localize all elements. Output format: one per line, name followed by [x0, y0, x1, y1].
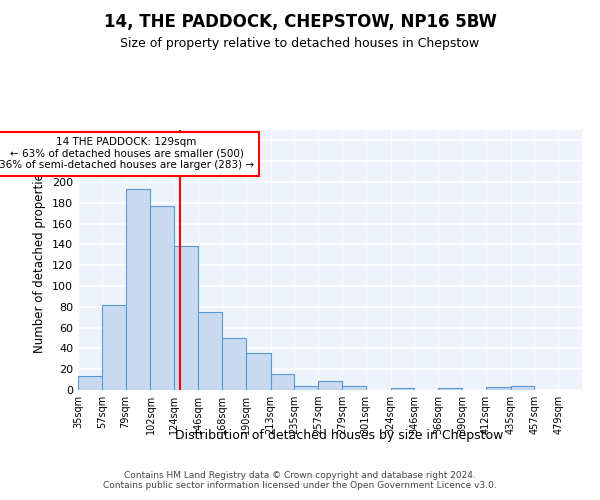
Text: Distribution of detached houses by size in Chepstow: Distribution of detached houses by size … [175, 428, 503, 442]
Bar [342, 386, 365, 390]
Bar [438, 388, 462, 390]
Text: Contains HM Land Registry data © Crown copyright and database right 2024.
Contai: Contains HM Land Registry data © Crown c… [103, 470, 497, 490]
Bar [222, 338, 245, 390]
Bar [511, 386, 535, 390]
Bar [318, 380, 342, 390]
Bar [271, 374, 295, 390]
Bar [198, 312, 222, 390]
Bar [151, 206, 174, 390]
Bar [391, 388, 415, 390]
Text: 14 THE PADDOCK: 129sqm
← 63% of detached houses are smaller (500)
36% of semi-de: 14 THE PADDOCK: 129sqm ← 63% of detached… [0, 138, 254, 170]
Bar [486, 387, 511, 390]
Bar [78, 376, 102, 390]
Y-axis label: Number of detached properties: Number of detached properties [34, 167, 46, 353]
Text: Size of property relative to detached houses in Chepstow: Size of property relative to detached ho… [121, 38, 479, 51]
Bar [295, 386, 318, 390]
Bar [174, 246, 198, 390]
Bar [245, 352, 271, 390]
Bar [125, 190, 151, 390]
Text: 14, THE PADDOCK, CHEPSTOW, NP16 5BW: 14, THE PADDOCK, CHEPSTOW, NP16 5BW [104, 12, 496, 30]
Bar [102, 304, 125, 390]
